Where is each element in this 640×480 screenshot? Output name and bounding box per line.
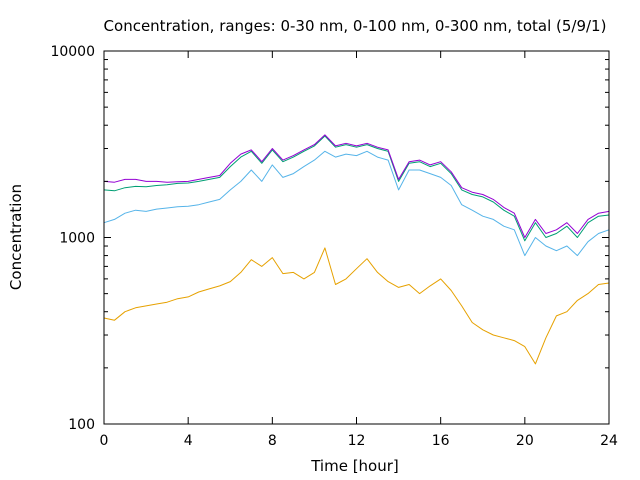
series-line-4 [103, 134, 610, 238]
x-ticks: 0 4 8 12 16 20 24 [100, 51, 618, 449]
y-ticks: 100 1000 10000 [50, 44, 609, 433]
x-tick-label: 16 [432, 433, 450, 449]
x-axis-label: Time [hour] [310, 457, 399, 475]
x-tick-label: 24 [600, 433, 618, 449]
x-tick-label: 0 [100, 433, 109, 449]
x-tick-label: 12 [348, 433, 366, 449]
x-tick-label: 20 [516, 433, 534, 449]
series-group [103, 134, 610, 365]
x-tick-label: 8 [268, 433, 277, 449]
chart-title: Concentration, ranges: 0-30 nm, 0-100 nm… [104, 17, 607, 35]
series-line-3 [103, 135, 610, 242]
y-tick-label: 100 [68, 417, 95, 433]
series-line-2 [103, 150, 610, 257]
y-tick-label: 1000 [59, 231, 95, 247]
y-axis-label: Concentration [7, 184, 25, 290]
series-line-1 [103, 247, 610, 365]
x-tick-label: 4 [184, 433, 193, 449]
y-tick-label: 10000 [50, 44, 95, 60]
plot-frame [103, 50, 610, 425]
